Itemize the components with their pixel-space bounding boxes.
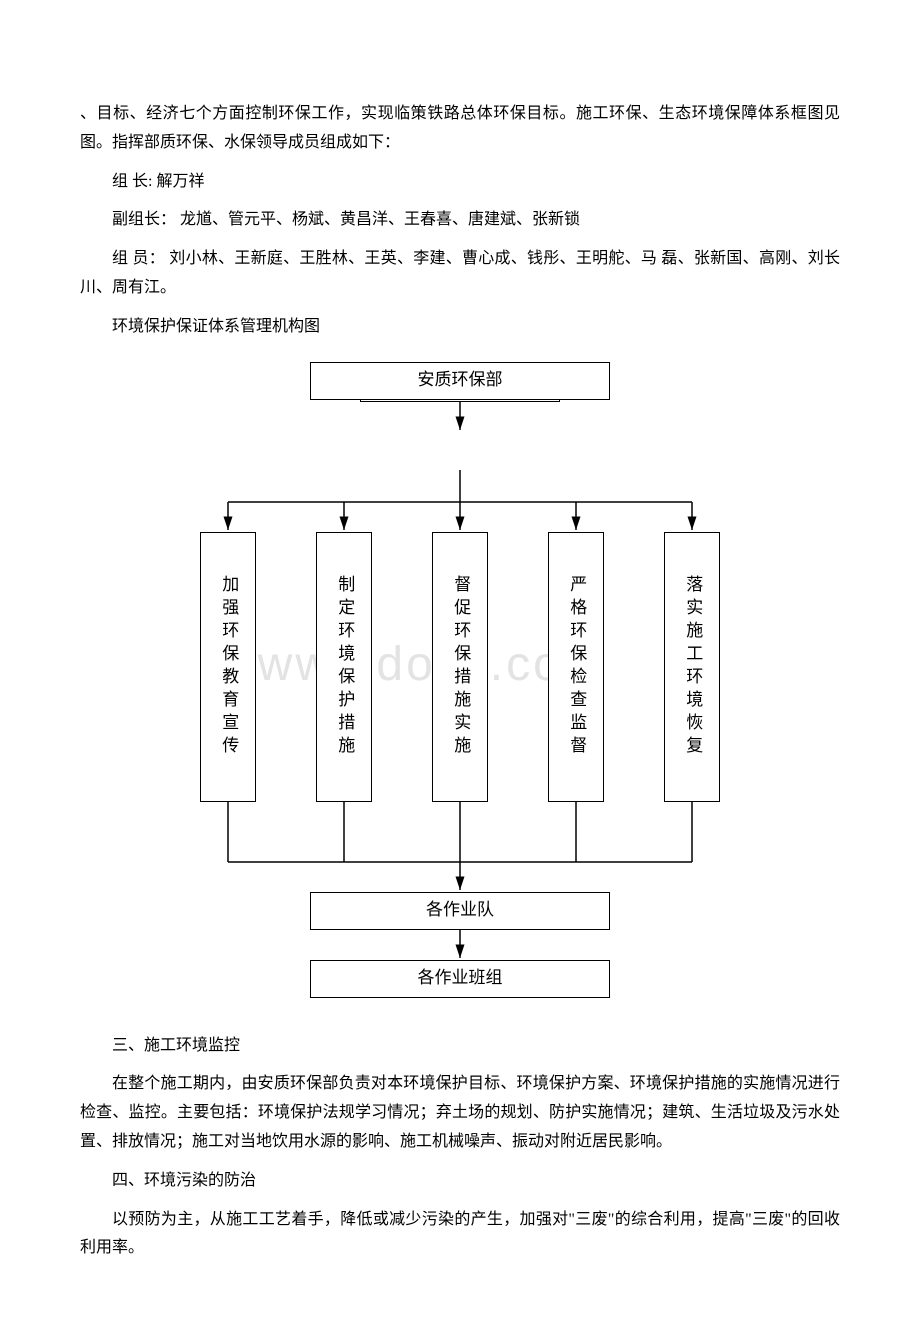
diagram-title: 环境保护保证体系管理机构图 <box>80 313 840 342</box>
node-col-1: 加强环保教育宣传 <box>200 532 256 802</box>
section-3-title: 三、施工环境监控 <box>80 1032 840 1061</box>
node-crew: 各作业班组 <box>310 960 610 998</box>
org-chart: www.bdocx.com 项目经理 安质环保部 加强 <box>180 362 740 1002</box>
paragraph-deputy: 副组长： 龙馗、管元平、杨斌、黄昌洋、王春喜、唐建斌、张新锁 <box>80 206 840 235</box>
node-col-3: 督促环保措施实施 <box>432 532 488 802</box>
node-safety-dept: 安质环保部 <box>310 362 610 400</box>
paragraph-leader: 组 长: 解万祥 <box>80 168 840 197</box>
node-team: 各作业队 <box>310 892 610 930</box>
section-3-body: 在整个施工期内，由安质环保部负责对本环境保护目标、环境保护方案、环境保护措施的实… <box>80 1070 840 1156</box>
paragraph-members: 组 员： 刘小林、王新庭、王胜林、王英、李建、曹心成、钱彤、王明舵、马 磊、张新… <box>80 245 840 303</box>
node-col-2: 制定环境保护措施 <box>316 532 372 802</box>
section-4-body: 以预防为主，从施工工艺着手，降低或减少污染的产生，加强对"三废"的综合利用，提高… <box>80 1206 840 1264</box>
node-col-4: 严格环保检查监督 <box>548 532 604 802</box>
node-col-5: 落实施工环境恢复 <box>664 532 720 802</box>
section-4-title: 四、环境污染的防治 <box>80 1167 840 1196</box>
paragraph-intro: 、目标、经济七个方面控制环保工作，实现临策铁路总体环保目标。施工环保、生态环境保… <box>80 100 840 158</box>
